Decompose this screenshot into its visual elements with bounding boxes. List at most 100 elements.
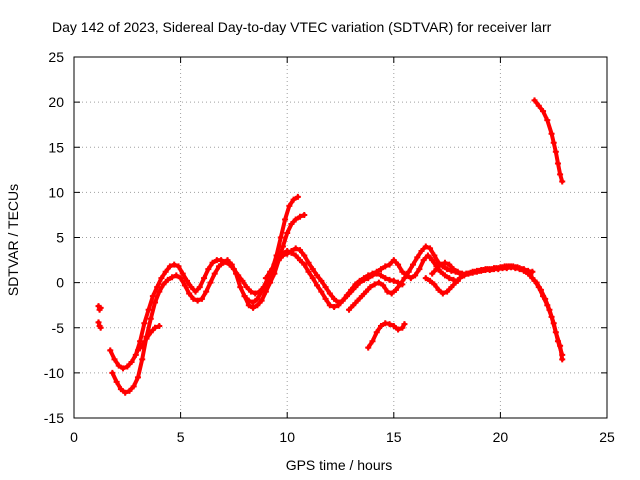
data-point bbox=[169, 274, 176, 281]
data-point bbox=[194, 297, 201, 304]
data-point bbox=[267, 268, 274, 275]
data-point bbox=[166, 263, 173, 270]
data-point bbox=[296, 257, 303, 264]
data-point bbox=[422, 243, 429, 250]
data-point bbox=[292, 245, 299, 252]
data-point bbox=[201, 275, 208, 282]
data-point bbox=[173, 272, 180, 279]
data-point bbox=[245, 297, 252, 304]
data-point bbox=[198, 295, 205, 302]
data-point bbox=[390, 257, 397, 264]
data-point bbox=[243, 284, 250, 291]
data-point bbox=[356, 277, 363, 284]
data-point bbox=[444, 266, 451, 273]
data-point bbox=[418, 248, 425, 255]
data-point bbox=[382, 275, 389, 282]
data-point bbox=[395, 326, 402, 333]
data-point bbox=[145, 306, 152, 313]
data-point bbox=[414, 254, 421, 261]
data-point bbox=[429, 270, 436, 277]
data-point bbox=[322, 284, 329, 291]
data-point bbox=[292, 216, 299, 223]
data-point bbox=[152, 299, 159, 306]
data-point bbox=[535, 284, 542, 291]
data-point bbox=[207, 279, 214, 286]
data-point bbox=[305, 268, 312, 275]
data-point bbox=[137, 338, 144, 345]
data-point bbox=[258, 297, 265, 304]
series-track bbox=[110, 212, 307, 395]
series-track bbox=[423, 265, 565, 357]
data-point bbox=[548, 130, 555, 137]
data-point bbox=[435, 286, 442, 293]
data-point bbox=[134, 374, 141, 381]
series-arc-late bbox=[531, 97, 566, 185]
data-point bbox=[233, 270, 240, 277]
data-point bbox=[401, 321, 408, 328]
data-point bbox=[241, 293, 248, 300]
y-tick-label: -15 bbox=[44, 410, 64, 426]
data-point bbox=[522, 268, 529, 275]
data-point bbox=[375, 279, 382, 286]
data-point bbox=[247, 288, 254, 295]
data-point bbox=[152, 324, 159, 331]
data-point bbox=[518, 266, 525, 273]
data-point bbox=[437, 268, 444, 275]
data-point bbox=[540, 293, 547, 300]
data-point bbox=[192, 288, 199, 295]
data-point bbox=[175, 263, 182, 270]
data-point bbox=[215, 263, 222, 270]
series-arc-b bbox=[109, 211, 308, 396]
data-point bbox=[262, 275, 269, 282]
data-point bbox=[275, 254, 282, 261]
data-point bbox=[326, 290, 333, 297]
data-point bbox=[141, 320, 148, 327]
data-point bbox=[126, 387, 133, 394]
x-tick-label: 20 bbox=[493, 429, 509, 445]
y-tick-label: -5 bbox=[52, 320, 65, 336]
data-point bbox=[427, 277, 434, 284]
y-tick-label: 15 bbox=[48, 139, 64, 155]
data-point bbox=[171, 261, 178, 268]
data-point bbox=[164, 276, 171, 283]
x-tick-label: 10 bbox=[279, 429, 295, 445]
data-point bbox=[326, 302, 333, 309]
data-point bbox=[143, 335, 150, 342]
axis-ticks: 0 5 10 15 20 25 -15 -10 -5 0 5 10 15 20 25 bbox=[44, 49, 615, 445]
data-point bbox=[262, 281, 269, 288]
data-point bbox=[139, 342, 146, 349]
data-point bbox=[209, 259, 216, 266]
data-point bbox=[139, 356, 146, 363]
data-point bbox=[409, 261, 416, 268]
data-point bbox=[373, 329, 380, 336]
data-point bbox=[301, 261, 308, 268]
data-point bbox=[156, 322, 163, 329]
data-point bbox=[97, 304, 104, 311]
data-point bbox=[365, 272, 372, 279]
data-point bbox=[314, 282, 321, 289]
data-point bbox=[343, 292, 350, 299]
data-point bbox=[446, 261, 453, 268]
data-point bbox=[559, 178, 566, 185]
series-arc-early-short-2 bbox=[95, 319, 104, 331]
data-point bbox=[439, 290, 446, 297]
data-point bbox=[220, 259, 227, 266]
data-point bbox=[301, 252, 308, 259]
x-tick-label: 0 bbox=[70, 429, 78, 445]
data-point bbox=[254, 302, 261, 309]
data-point bbox=[431, 252, 438, 259]
y-tick-label: -10 bbox=[44, 365, 64, 381]
data-point bbox=[514, 264, 521, 271]
data-point bbox=[365, 344, 372, 351]
y-axis-label: SDTVAR / TECUs bbox=[5, 184, 21, 296]
data-point bbox=[250, 299, 257, 306]
y-tick-label: 25 bbox=[48, 49, 64, 65]
data-point bbox=[254, 295, 261, 302]
data-point bbox=[448, 284, 455, 291]
data-point bbox=[348, 286, 355, 293]
data-point bbox=[196, 284, 203, 291]
data-point bbox=[557, 342, 564, 349]
chart-title: Day 142 of 2023, Sidereal Day-to-day VTE… bbox=[52, 19, 552, 35]
data-point bbox=[554, 160, 561, 167]
y-tick-label: 5 bbox=[56, 230, 64, 246]
